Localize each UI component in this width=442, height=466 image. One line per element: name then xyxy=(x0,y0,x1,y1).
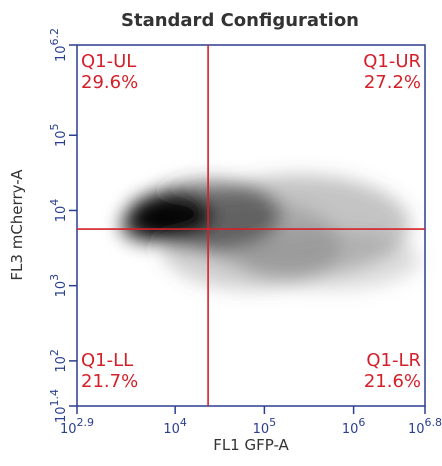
quadrant-name: Q1-LL xyxy=(81,350,133,371)
y-tick-label: 104 xyxy=(48,199,69,223)
quadrant-percent: 21.6% xyxy=(364,371,421,392)
y-axis-label: FL3 mCherry-A xyxy=(8,169,26,281)
quadrant-name: Q1-LR xyxy=(366,350,421,371)
y-tick-label: 105 xyxy=(48,123,69,147)
x-tick-label: 106 xyxy=(342,416,366,437)
chart-title: Standard Configuration xyxy=(121,10,359,31)
x-tick-label: 105 xyxy=(253,416,277,437)
x-tick-label: 104 xyxy=(163,416,187,437)
quadrant-percent: 29.6% xyxy=(81,72,138,93)
density-cloud xyxy=(120,175,420,290)
quadrant-name: Q1-UR xyxy=(363,51,421,72)
quadrant-percent: 21.7% xyxy=(81,371,138,392)
y-tick-label: 101.4 xyxy=(48,389,69,423)
x-tick-label: 106.8 xyxy=(408,416,442,437)
y-tick-label: 102 xyxy=(48,349,69,373)
x-axis-label: FL1 GFP-A xyxy=(213,436,289,454)
quadrant-percent: 27.2% xyxy=(364,72,421,93)
y-tick-label: 106.2 xyxy=(48,28,69,62)
plot-frame xyxy=(76,44,426,407)
y-tick-label: 103 xyxy=(48,274,69,298)
quadrant-name: Q1-UL xyxy=(81,51,136,72)
x-tick-label: 102.9 xyxy=(60,416,94,437)
